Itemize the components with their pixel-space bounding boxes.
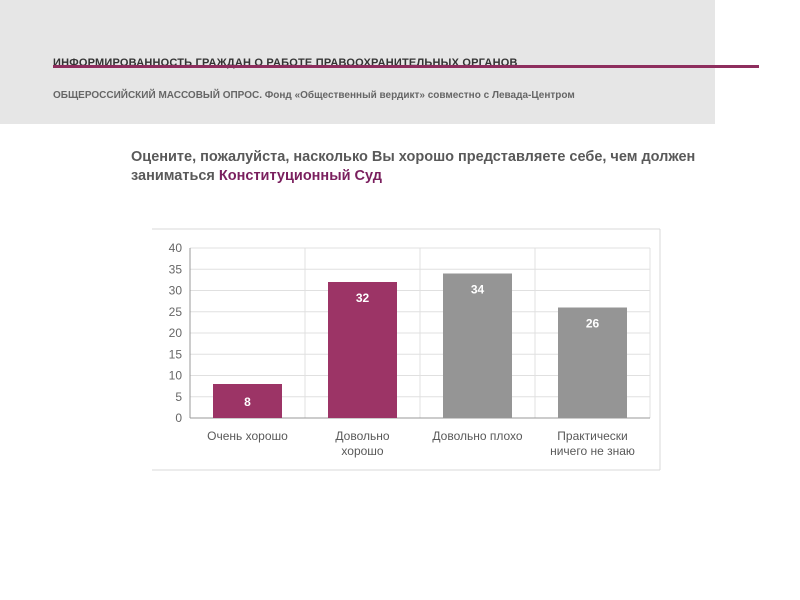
bar	[558, 307, 627, 418]
x-tick-label: хорошо	[341, 444, 384, 458]
x-tick-label: Довольно	[335, 429, 389, 443]
y-tick-label: 35	[169, 262, 183, 276]
header-divider	[53, 65, 759, 68]
bar-value-label: 26	[586, 317, 600, 331]
bar	[328, 282, 397, 418]
y-tick-label: 25	[169, 305, 183, 319]
x-tick-label: Довольно плохо	[432, 429, 523, 443]
y-tick-label: 40	[169, 241, 183, 255]
question-highlight: Конституционный Суд	[218, 168, 382, 184]
y-tick-label: 5	[175, 390, 182, 404]
bar	[213, 384, 282, 418]
bar-chart: 0 5 10 15 20 25 30 35 40 8 Очень хорошо 32 Довольнох…	[152, 228, 661, 471]
y-tick-label: 0	[175, 411, 182, 425]
y-tick-label: 15	[169, 347, 183, 361]
x-tick-label: Практически	[557, 429, 627, 443]
header-band	[0, 0, 715, 124]
y-tick-label: 20	[169, 326, 183, 340]
bar-value-label: 32	[356, 291, 370, 305]
x-tick-label: ничего не знаю	[550, 444, 635, 458]
y-tick-label: 30	[169, 284, 183, 298]
page-subtitle: ОБЩЕРОССИЙСКИЙ МАССОВЫЙ ОПРОС. Фонд «Общ…	[53, 90, 575, 101]
bar	[443, 273, 512, 418]
x-tick-label: Очень хорошо	[207, 429, 288, 443]
bar-value-label: 34	[471, 283, 485, 297]
bar-value-label: 8	[244, 395, 251, 409]
y-tick-label: 10	[169, 369, 183, 383]
question-body: Оцените, пожалуйста, насколько Вы хорошо…	[131, 149, 696, 184]
question-text: Оцените, пожалуйста, насколько Вы хорошо…	[131, 148, 781, 186]
